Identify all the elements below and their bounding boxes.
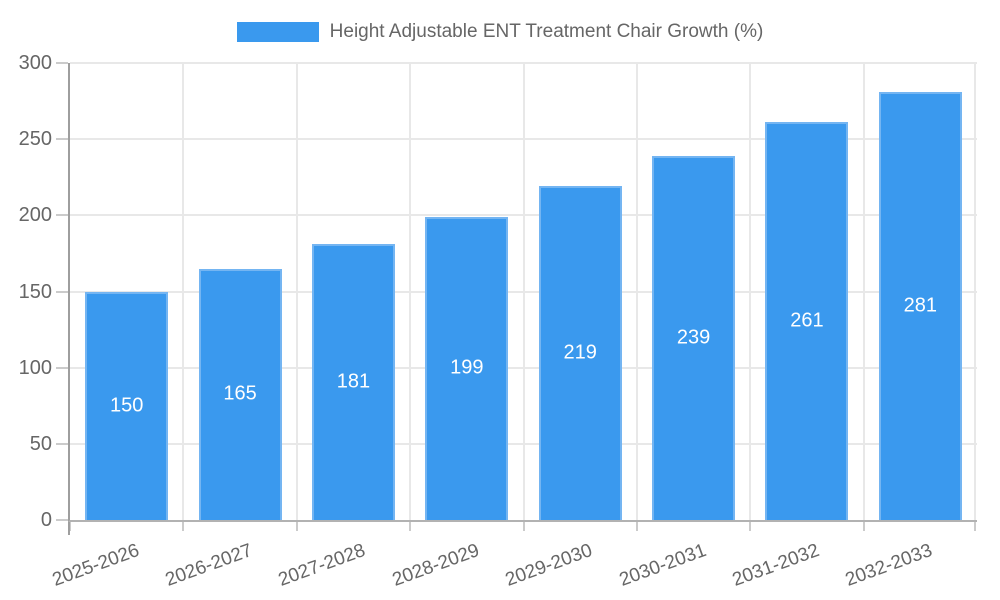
x-tick-label: 2028-2029 (389, 540, 482, 591)
gridline-vertical (295, 63, 298, 520)
bar[interactable] (198, 268, 282, 520)
y-axis-tick (56, 290, 68, 293)
y-tick-label: 300 (18, 52, 52, 74)
y-tick-label: 100 (18, 356, 52, 379)
bar[interactable] (85, 291, 169, 520)
x-axis-tick (409, 522, 412, 531)
x-tick-label: 2030-2031 (616, 540, 709, 591)
chart-legend[interactable]: Height Adjustable ENT Treatment Chair Gr… (0, 18, 1000, 46)
x-tick-label: 2026-2027 (162, 540, 256, 591)
gridline-vertical (749, 63, 752, 520)
gridline-horizontal (70, 62, 977, 64)
bar[interactable] (652, 155, 736, 520)
y-axis-tick (56, 519, 68, 521)
y-axis-tick (56, 442, 68, 445)
x-tick-label: 2025-2026 (49, 540, 142, 591)
y-tick-label: 150 (18, 280, 52, 303)
y-axis-tick (56, 138, 68, 141)
plot-area: 0 50 100 150 200 250 300 150 2025-2026 165 2026-20… (19, 52, 977, 591)
x-axis-tick (182, 522, 185, 531)
x-tick-label: 2031-2032 (729, 540, 823, 591)
legend-swatch (236, 22, 319, 42)
y-tick-label: 50 (29, 432, 52, 455)
y-tick-label: 0 (40, 509, 52, 531)
y-tick-label: 200 (18, 204, 52, 227)
x-axis-tick (635, 522, 638, 531)
x-tick-label: 2032-2033 (842, 540, 936, 591)
y-axis-extension (68, 522, 70, 535)
x-axis-tick (522, 522, 525, 531)
x-axis-tick (69, 522, 71, 531)
gridline-vertical (974, 63, 976, 520)
gridline-vertical (522, 63, 525, 520)
x-tick-label: 2027-2028 (276, 540, 369, 591)
gridline-vertical (182, 63, 185, 520)
x-axis-tick (749, 522, 752, 531)
gridline-vertical (635, 63, 638, 520)
legend-label: Height Adjustable ENT Treatment Chair Gr… (329, 21, 764, 42)
gridline-vertical (409, 63, 412, 520)
bar[interactable] (878, 91, 962, 520)
bar[interactable] (765, 122, 849, 520)
x-axis-tick (974, 522, 976, 531)
gridline-vertical (862, 63, 865, 520)
y-axis-tick (56, 62, 68, 64)
x-tick-label: 2029-2030 (502, 540, 596, 591)
bar[interactable] (425, 216, 509, 520)
y-axis-tick (56, 214, 68, 217)
y-tick-label: 250 (18, 128, 52, 151)
x-axis-tick (295, 522, 298, 531)
bar[interactable] (538, 186, 622, 520)
x-axis-tick (862, 522, 865, 531)
bar[interactable] (311, 244, 395, 520)
y-axis-tick (56, 366, 68, 369)
